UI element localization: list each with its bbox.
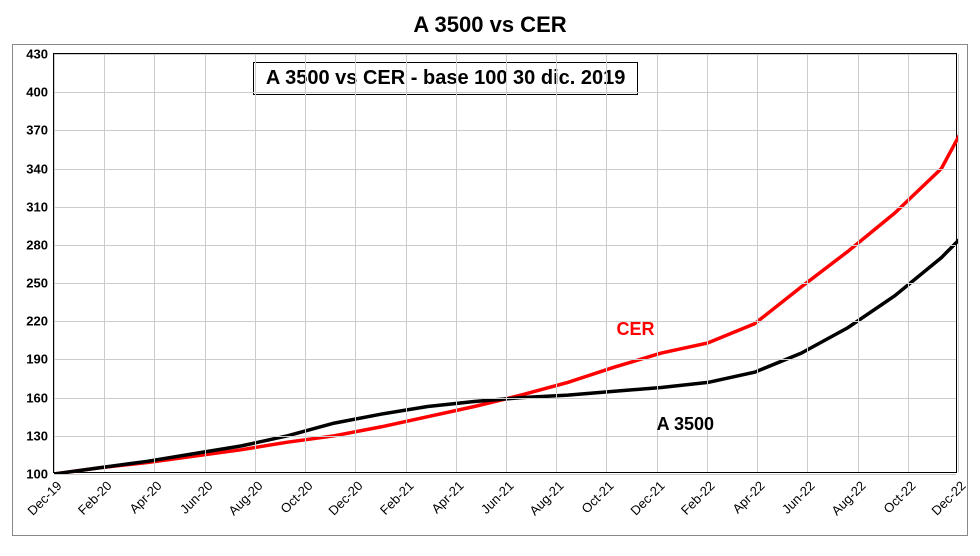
gridline-vertical [858, 54, 859, 472]
x-axis-tick-label: Oct-21 [579, 478, 617, 516]
gridline-vertical [205, 54, 206, 472]
gridline-vertical [104, 54, 105, 472]
y-axis-tick-label: 340 [26, 161, 48, 176]
page-title: A 3500 vs CER [0, 0, 980, 44]
x-axis-tick-label: Dec-19 [24, 478, 64, 518]
gridline-horizontal [54, 359, 956, 360]
series-label-a-3500: A 3500 [657, 414, 714, 435]
y-axis-tick-label: 400 [26, 85, 48, 100]
gridline-vertical [757, 54, 758, 472]
x-axis-tick-label: Feb-20 [75, 478, 115, 518]
y-axis-tick-label: 280 [26, 237, 48, 252]
y-axis-tick-label: 430 [26, 47, 48, 62]
x-axis-tick-label: Feb-21 [376, 478, 416, 518]
x-axis-tick-label: Aug-20 [225, 478, 265, 518]
gridline-horizontal [54, 207, 956, 208]
x-axis-tick-label: Aug-22 [828, 478, 868, 518]
x-axis-tick-label: Aug-21 [527, 478, 567, 518]
y-axis-tick-label: 160 [26, 390, 48, 405]
x-axis-tick-label: Apr-22 [730, 478, 768, 516]
x-axis-tick-label: Jun-21 [478, 478, 517, 517]
gridline-horizontal [54, 321, 956, 322]
y-axis-tick-label: 100 [26, 467, 48, 482]
y-axis-tick-label: 220 [26, 314, 48, 329]
x-axis-tick-label: Oct-22 [880, 478, 918, 516]
gridline-horizontal [54, 54, 956, 55]
gridline-horizontal [54, 283, 956, 284]
gridline-horizontal [54, 436, 956, 437]
x-axis-tick-label: Dec-22 [928, 478, 968, 518]
gridline-vertical [807, 54, 808, 472]
y-axis-tick-label: 190 [26, 352, 48, 367]
gridline-horizontal [54, 169, 956, 170]
plot-area: A 3500 vs CER - base 100 30 dic. 2019 10… [53, 53, 957, 473]
x-axis-tick-label: Feb-22 [678, 478, 718, 518]
y-axis-tick-label: 130 [26, 428, 48, 443]
gridline-vertical [556, 54, 557, 472]
y-axis-tick-label: 370 [26, 123, 48, 138]
gridline-horizontal [54, 398, 956, 399]
x-axis-tick-label: Jun-22 [779, 478, 818, 517]
gridline-horizontal [54, 474, 956, 475]
gridline-vertical [908, 54, 909, 472]
y-axis-tick-label: 310 [26, 199, 48, 214]
x-axis-tick-label: Jun-20 [177, 478, 216, 517]
x-axis-tick-label: Apr-21 [428, 478, 466, 516]
gridline-vertical [154, 54, 155, 472]
x-axis-tick-label: Dec-20 [326, 478, 366, 518]
gridline-vertical [506, 54, 507, 472]
x-axis-tick-label: Apr-20 [127, 478, 165, 516]
gridline-vertical [255, 54, 256, 472]
gridline-horizontal [54, 92, 956, 93]
series-label-cer: CER [616, 319, 654, 340]
gridline-vertical [54, 54, 55, 472]
x-axis-tick-label: Oct-20 [278, 478, 316, 516]
chart-container: A 3500 vs CER - base 100 30 dic. 2019 10… [12, 44, 968, 536]
gridline-horizontal [54, 245, 956, 246]
gridline-vertical [305, 54, 306, 472]
gridline-horizontal [54, 130, 956, 131]
gridline-vertical [355, 54, 356, 472]
gridline-vertical [657, 54, 658, 472]
gridline-vertical [958, 54, 959, 472]
gridline-vertical [456, 54, 457, 472]
y-axis-tick-label: 250 [26, 276, 48, 291]
gridline-vertical [406, 54, 407, 472]
x-axis-tick-label: Dec-21 [627, 478, 667, 518]
gridline-vertical [606, 54, 607, 472]
gridline-vertical [707, 54, 708, 472]
